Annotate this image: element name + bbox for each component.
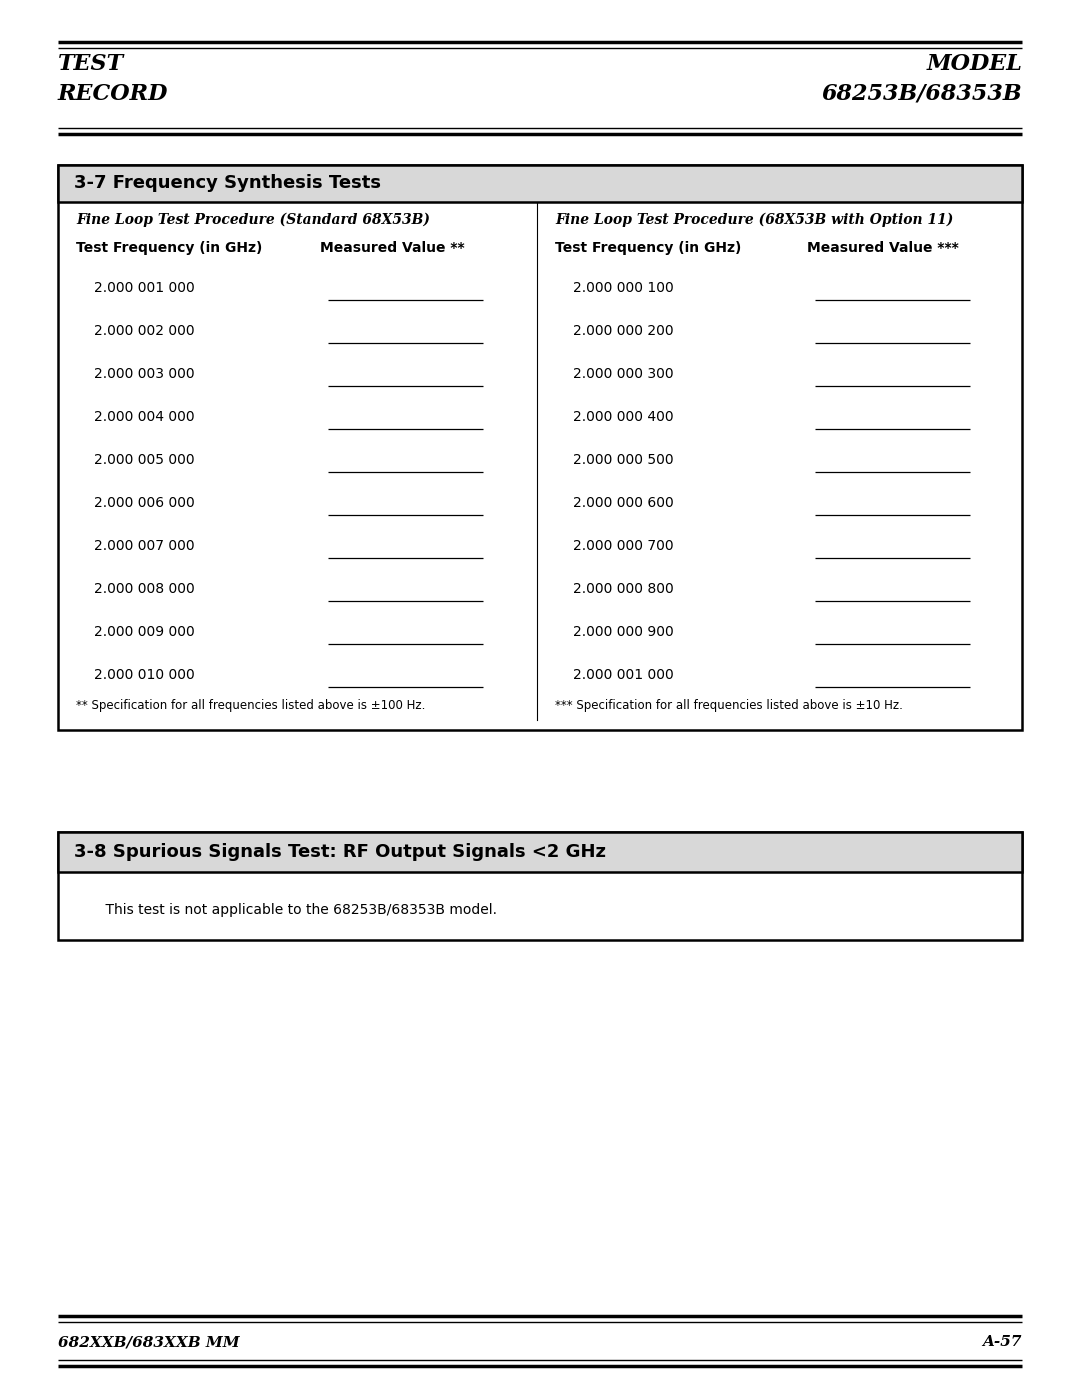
Bar xyxy=(58,165,1022,203)
Text: 2.000 000 600: 2.000 000 600 xyxy=(573,496,674,510)
Text: A-57: A-57 xyxy=(983,1336,1022,1350)
Text: 2.000 001 000: 2.000 001 000 xyxy=(573,668,674,682)
Text: 2.000 000 900: 2.000 000 900 xyxy=(573,624,674,638)
Text: 2.000 010 000: 2.000 010 000 xyxy=(94,668,194,682)
Text: 2.000 000 200: 2.000 000 200 xyxy=(573,324,674,338)
Text: 2.000 008 000: 2.000 008 000 xyxy=(94,583,194,597)
Text: 2.000 003 000: 2.000 003 000 xyxy=(94,367,194,381)
Bar xyxy=(58,833,1022,872)
Text: RECORD: RECORD xyxy=(58,82,168,105)
Text: Fine Loop Test Procedure (68X53B with Option 11): Fine Loop Test Procedure (68X53B with Op… xyxy=(555,212,954,228)
Text: 2.000 001 000: 2.000 001 000 xyxy=(94,281,194,295)
Text: MODEL: MODEL xyxy=(927,53,1022,75)
Text: 2.000 002 000: 2.000 002 000 xyxy=(94,324,194,338)
Text: 3-7 Frequency Synthesis Tests: 3-7 Frequency Synthesis Tests xyxy=(75,175,381,191)
Text: Measured Value ***: Measured Value *** xyxy=(807,242,959,256)
Text: 2.000 000 700: 2.000 000 700 xyxy=(573,539,674,553)
Text: This test is not applicable to the 68253B/68353B model.: This test is not applicable to the 68253… xyxy=(87,902,497,916)
Bar xyxy=(58,833,1022,940)
Text: *** Specification for all frequencies listed above is ±10 Hz.: *** Specification for all frequencies li… xyxy=(555,700,903,712)
Text: 2.000 005 000: 2.000 005 000 xyxy=(94,453,194,467)
Text: 682XXB/683XXB MM: 682XXB/683XXB MM xyxy=(58,1336,240,1350)
Text: Test Frequency (in GHz): Test Frequency (in GHz) xyxy=(555,242,741,256)
Text: 2.000 000 800: 2.000 000 800 xyxy=(573,583,674,597)
Text: 2.000 000 300: 2.000 000 300 xyxy=(573,367,674,381)
Text: 2.000 007 000: 2.000 007 000 xyxy=(94,539,194,553)
Text: 2.000 000 500: 2.000 000 500 xyxy=(573,453,674,467)
Text: 2.000 000 400: 2.000 000 400 xyxy=(573,409,674,425)
Text: Fine Loop Test Procedure (Standard 68X53B): Fine Loop Test Procedure (Standard 68X53… xyxy=(76,212,430,228)
Text: 68253B/68353B: 68253B/68353B xyxy=(822,82,1022,105)
Text: 2.000 004 000: 2.000 004 000 xyxy=(94,409,194,425)
Text: 2.000 000 100: 2.000 000 100 xyxy=(573,281,674,295)
Text: Test Frequency (in GHz): Test Frequency (in GHz) xyxy=(76,242,262,256)
Bar xyxy=(58,165,1022,731)
Text: ** Specification for all frequencies listed above is ±100 Hz.: ** Specification for all frequencies lis… xyxy=(76,700,426,712)
Text: 2.000 009 000: 2.000 009 000 xyxy=(94,624,194,638)
Text: TEST: TEST xyxy=(58,53,124,75)
Text: Measured Value **: Measured Value ** xyxy=(320,242,464,256)
Text: 2.000 006 000: 2.000 006 000 xyxy=(94,496,194,510)
Text: 3-8 Spurious Signals Test: RF Output Signals <2 GHz: 3-8 Spurious Signals Test: RF Output Sig… xyxy=(75,842,606,861)
